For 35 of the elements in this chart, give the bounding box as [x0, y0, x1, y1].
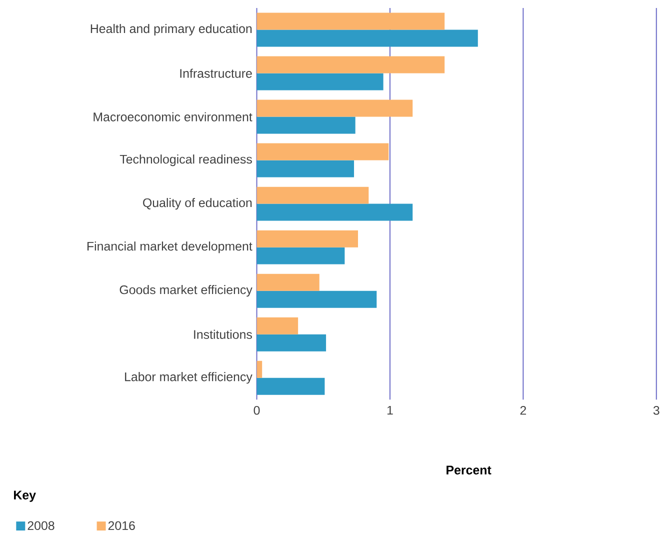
- x-tick-label: 3: [653, 406, 660, 415]
- y-tick-label: Financial market development: [87, 242, 252, 254]
- bar: [256, 116, 356, 134]
- y-tick-label: Labor market efficiency: [125, 372, 252, 384]
- x-tick-label: 1: [387, 406, 393, 415]
- bar: [256, 56, 445, 74]
- legend-label: 2016: [108, 521, 135, 530]
- bar: [256, 230, 358, 248]
- x-tick-label: 0: [254, 406, 260, 415]
- x-axis-title: Percent: [446, 466, 492, 475]
- bar: [256, 100, 413, 117]
- y-tick-label: Health and primary education: [90, 24, 252, 36]
- bar: [256, 378, 325, 395]
- y-tick-label: Institutions: [194, 330, 252, 340]
- bar: [256, 73, 384, 90]
- bar: [256, 274, 320, 291]
- bar: [256, 143, 389, 160]
- y-tick-label: Goods market efficiency: [120, 285, 252, 297]
- bar: [256, 160, 354, 178]
- bar: [256, 317, 298, 334]
- y-tick-label: Infrastructure: [180, 68, 252, 78]
- y-tick-label: Technological readiness: [120, 154, 252, 166]
- legend-label: 2008: [28, 521, 54, 530]
- bar: [256, 334, 326, 352]
- legend-title: Key: [14, 490, 36, 502]
- bar: [256, 290, 377, 308]
- bar: [256, 204, 413, 221]
- y-tick-label: Macroeconomic environment: [94, 112, 252, 122]
- bar: [256, 30, 478, 47]
- bar: [256, 247, 345, 264]
- bar: [256, 360, 262, 378]
- y-tick-label: Quality of education: [143, 198, 252, 210]
- x-tick-label: 2: [520, 406, 526, 415]
- bar: [256, 186, 369, 204]
- bar: [256, 12, 445, 30]
